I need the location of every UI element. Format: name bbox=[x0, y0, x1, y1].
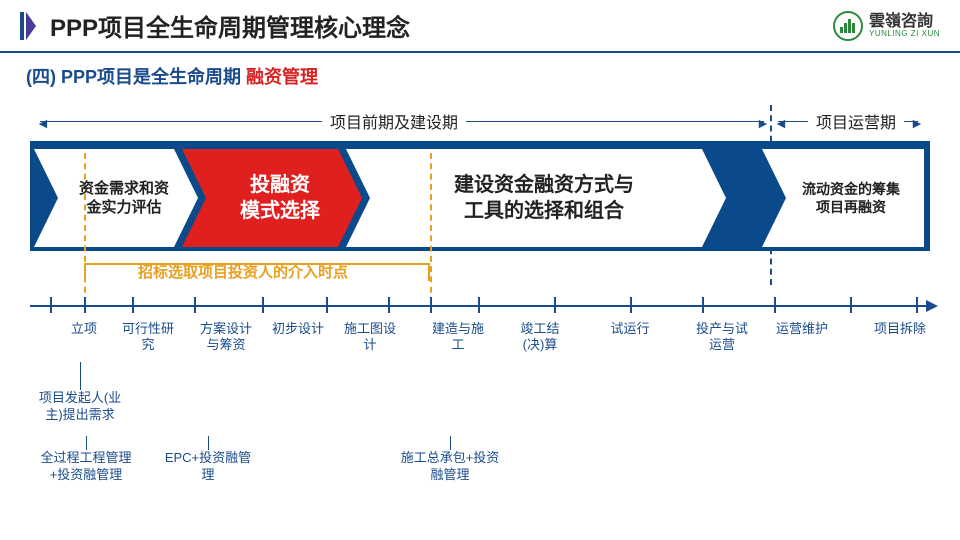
axis-tick bbox=[850, 297, 852, 313]
axis-tick bbox=[50, 297, 52, 313]
axis-tick bbox=[194, 297, 196, 313]
axis-tick bbox=[702, 297, 704, 313]
subtitle-prefix: (四) PPP项目是全生命周期 bbox=[26, 67, 246, 87]
subtitle: (四) PPP项目是全生命周期 融资管理 bbox=[0, 53, 960, 93]
lifecycle-diagram: ◄►项目前期及建设期◄►项目运营期 资金需求和资金实力评估投融资模式选择建设资金… bbox=[0, 107, 960, 323]
timeline-label-0: 立项 bbox=[71, 321, 97, 337]
timeline-label-10: 项目拆除 bbox=[872, 321, 928, 337]
timeline-label-2: 方案设计与筹资 bbox=[198, 321, 254, 354]
axis-tick bbox=[554, 297, 556, 313]
timeline: 招标选取项目投资人的介入时点 立项可行性研究方案设计与筹资初步设计施工图设计建造… bbox=[30, 263, 930, 323]
chevron-step-2: 建设资金融资方式与工具的选择和组合 bbox=[346, 149, 726, 247]
axis-arrowhead-icon bbox=[926, 300, 938, 312]
axis-tick bbox=[132, 297, 134, 313]
axis-tick bbox=[774, 297, 776, 313]
mgmt-model-label-1: EPC+投资融管理 bbox=[163, 450, 253, 484]
chevron-step-3: 流动资金的筹集项目再融资 bbox=[762, 149, 924, 247]
axis-tick bbox=[478, 297, 480, 313]
originator-label: 项目发起人(业主)提出需求 bbox=[35, 390, 125, 424]
slide-header: PPP项目全生命周期管理核心理念 雲嶺咨詢 YUNLING ZI XUN bbox=[0, 0, 960, 53]
phase-indicator-row: ◄►项目前期及建设期◄►项目运营期 bbox=[30, 107, 930, 135]
mgmt-model-label-0: 全过程工程管理+投资融管理 bbox=[31, 450, 141, 484]
axis-tick bbox=[388, 297, 390, 313]
company-logo: 雲嶺咨詢 YUNLING ZI XUN bbox=[833, 11, 940, 41]
axis-tick bbox=[84, 297, 86, 313]
chevron-step-0: 资金需求和资金实力评估 bbox=[34, 149, 198, 247]
page-title: PPP项目全生命周期管理核心理念 bbox=[50, 8, 833, 43]
vlink bbox=[208, 436, 209, 450]
header-bullet-icon bbox=[20, 12, 36, 40]
logo-text-cn: 雲嶺咨詢 bbox=[869, 14, 940, 30]
vlink bbox=[450, 436, 451, 450]
timeline-label-3: 初步设计 bbox=[270, 321, 326, 337]
subtitle-highlight: 融资管理 bbox=[246, 67, 318, 87]
timeline-label-5: 建造与施工 bbox=[430, 321, 486, 354]
axis-tick bbox=[326, 297, 328, 313]
phase-label-construction: 项目前期及建设期 bbox=[322, 109, 466, 133]
timeline-label-4: 施工图设计 bbox=[342, 321, 398, 354]
timeline-axis bbox=[30, 305, 930, 307]
bid-timing-label: 招标选取项目投资人的介入时点 bbox=[138, 261, 348, 282]
phase-label-operation: 项目运营期 bbox=[808, 109, 904, 133]
mgmt-model-label-2: 施工总承包+投资融管理 bbox=[395, 450, 505, 484]
timeline-label-9: 运营维护 bbox=[774, 321, 830, 337]
chevron-step-1: 投融资模式选择 bbox=[182, 149, 362, 247]
timeline-label-1: 可行性研究 bbox=[120, 321, 176, 354]
chevron-band: 资金需求和资金实力评估投融资模式选择建设资金融资方式与工具的选择和组合流动资金的… bbox=[30, 141, 930, 251]
logo-icon bbox=[833, 11, 863, 41]
logo-text-en: YUNLING ZI XUN bbox=[869, 30, 940, 38]
vlink bbox=[80, 362, 81, 390]
vlink bbox=[86, 436, 87, 450]
axis-tick bbox=[916, 297, 918, 313]
axis-tick bbox=[630, 297, 632, 313]
axis-tick bbox=[262, 297, 264, 313]
timeline-label-8: 投产与试运营 bbox=[694, 321, 750, 354]
timeline-label-7: 试运行 bbox=[610, 321, 649, 337]
orange-dash-0 bbox=[84, 153, 86, 303]
timeline-label-6: 竣工结(决)算 bbox=[512, 321, 568, 354]
axis-tick bbox=[430, 297, 432, 313]
